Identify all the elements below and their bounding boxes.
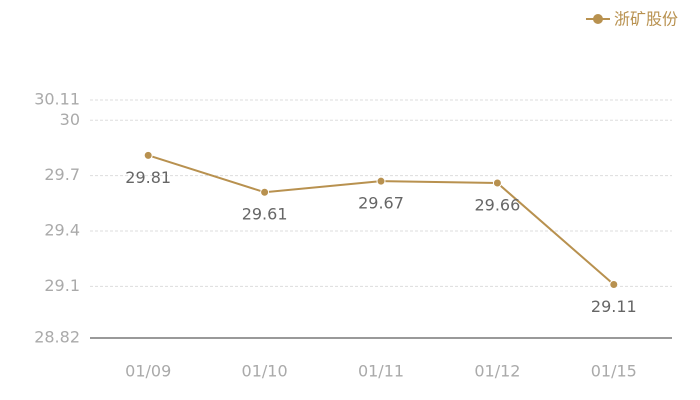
series-line [147,154,615,286]
y-tick-label: 28.82 [34,328,80,347]
x-tick-label: 01/12 [474,362,520,381]
x-tick-label: 01/15 [591,362,637,381]
data-label: 29.81 [125,168,171,187]
legend-label: 浙矿股份 [614,10,678,29]
x-tick-label: 01/11 [358,362,404,381]
y-tick-label: 30.11 [34,90,80,109]
data-label: 29.66 [474,196,520,215]
y-tick-label: 30 [60,110,80,129]
y-tick-label: 29.1 [44,276,80,295]
x-tick-label: 01/09 [125,362,171,381]
y-tick-label: 29.7 [44,165,80,184]
x-tick-label: 01/10 [242,362,288,381]
data-label: 29.61 [242,205,288,224]
data-point [143,150,153,160]
data-point [376,176,386,186]
y-tick-label: 29.4 [44,220,80,239]
data-point [260,187,270,197]
data-point [609,279,619,289]
legend-marker [592,14,603,24]
data-point [492,178,502,188]
data-label: 29.11 [591,297,637,316]
data-label: 29.67 [358,194,404,213]
